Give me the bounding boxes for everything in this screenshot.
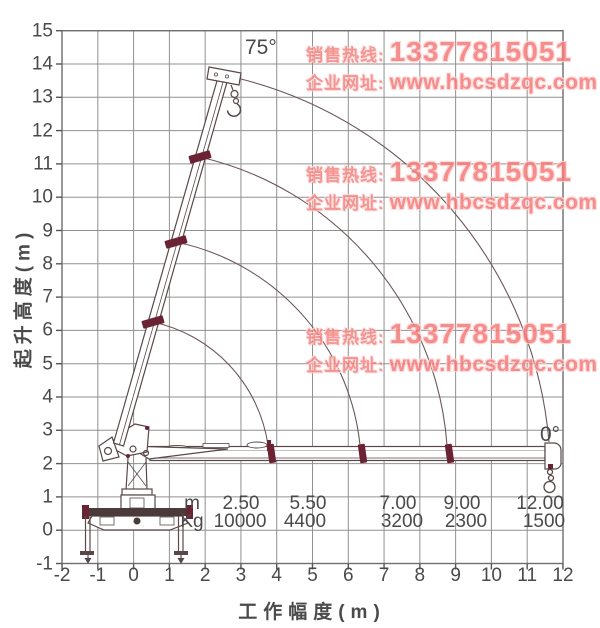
x-tick-label: 2 (199, 565, 211, 586)
y-tick-label: 15 (31, 20, 53, 42)
y-tick-label: 9 (42, 220, 53, 241)
x-tick-label: 6 (342, 565, 354, 586)
y-tick-label: 14 (31, 53, 53, 75)
outrigger-leg-right (174, 516, 188, 564)
x-tick-label: 10 (480, 565, 502, 586)
grid-lines (61, 30, 564, 564)
swing-arc-2 (175, 241, 361, 446)
x-tick-label: 0 (128, 565, 139, 586)
load-table-capacity-value: 3200 (380, 511, 424, 532)
y-tick-label: 7 (42, 286, 53, 308)
crane-base (80, 505, 193, 564)
load-table-radius-value: 9.00 (443, 493, 481, 514)
outrigger-beam (84, 508, 190, 516)
outrigger-leg-left (80, 516, 94, 564)
boom-swing-arcs (152, 78, 550, 446)
x-tick-label: 7 (378, 565, 390, 586)
axis-tick-marks (56, 30, 564, 570)
cylinder-detail (202, 443, 230, 448)
y-tick-label: -1 (36, 553, 53, 574)
hook-top (226, 84, 242, 117)
swing-arc-4 (240, 78, 550, 443)
load-table-radius-unit: m (184, 493, 200, 514)
x-tick-label: -1 (89, 565, 107, 586)
boom-section-joint (357, 443, 368, 464)
crane-drawing (80, 66, 562, 564)
boom-max-angle-label: 75° (245, 36, 277, 59)
boom-section-joint (164, 235, 188, 249)
load-table-radius-value: 5.50 (289, 493, 327, 514)
load-table-capacity-value: 10000 (213, 511, 267, 532)
y-tick-label: 12 (31, 120, 53, 142)
y-tick-label: 2 (42, 453, 53, 475)
x-tick-label: 11 (517, 565, 538, 586)
boom-section-joint (266, 443, 277, 464)
x-tick-label: 4 (271, 565, 283, 586)
boom-section-joint (141, 315, 165, 329)
cylinder-detail (246, 441, 268, 449)
y-tick-label: 1 (42, 486, 53, 508)
x-tick-label: 8 (414, 565, 426, 586)
y-tick-label: 13 (31, 86, 53, 108)
load-table-capacity-value: 4400 (283, 511, 327, 532)
load-table-radius-value: 12.00 (516, 493, 564, 514)
x-axis-title: 工作幅度(m) (238, 602, 386, 623)
load-table-capacity-value: 1500 (522, 511, 566, 532)
boom-head-right (544, 442, 562, 470)
hook-right (543, 468, 556, 494)
x-tick-label: 9 (450, 565, 461, 586)
y-tick-label: 11 (33, 153, 53, 175)
x-tick-label: 12 (552, 565, 574, 586)
x-tick-label: -2 (53, 565, 71, 586)
y-tick-label: 4 (42, 386, 53, 408)
boom-horizontal (149, 440, 562, 494)
load-table-radius-value: 2.50 (222, 493, 260, 514)
x-tick-label: 5 (307, 565, 318, 586)
y-tick-label: 0 (42, 519, 53, 541)
boom-head-top (206, 66, 242, 86)
swing-arc-3 (199, 156, 448, 446)
boom-75deg (112, 66, 242, 447)
y-axis-title: 起升高度(m) (13, 227, 35, 369)
boom-section-joint (188, 150, 212, 164)
x-tick-label: 1 (164, 565, 175, 586)
boom-min-angle-label: 0° (540, 423, 561, 446)
y-tick-label: 5 (42, 353, 53, 375)
boom-section-joint (444, 443, 455, 464)
y-tick-label: 6 (42, 319, 53, 341)
y-tick-label: 8 (42, 253, 53, 275)
y-tick-label: 3 (42, 419, 53, 441)
y-tick-label: 10 (31, 186, 53, 208)
load-table-radius-value: 7.00 (379, 493, 417, 514)
knuckle-assembly (98, 423, 229, 512)
swing-arc-1 (152, 321, 269, 446)
load-table-capacity-value: 2300 (444, 511, 488, 532)
x-tick-label: 3 (235, 565, 247, 586)
load-table-capacity-unit: Kg (180, 511, 204, 532)
